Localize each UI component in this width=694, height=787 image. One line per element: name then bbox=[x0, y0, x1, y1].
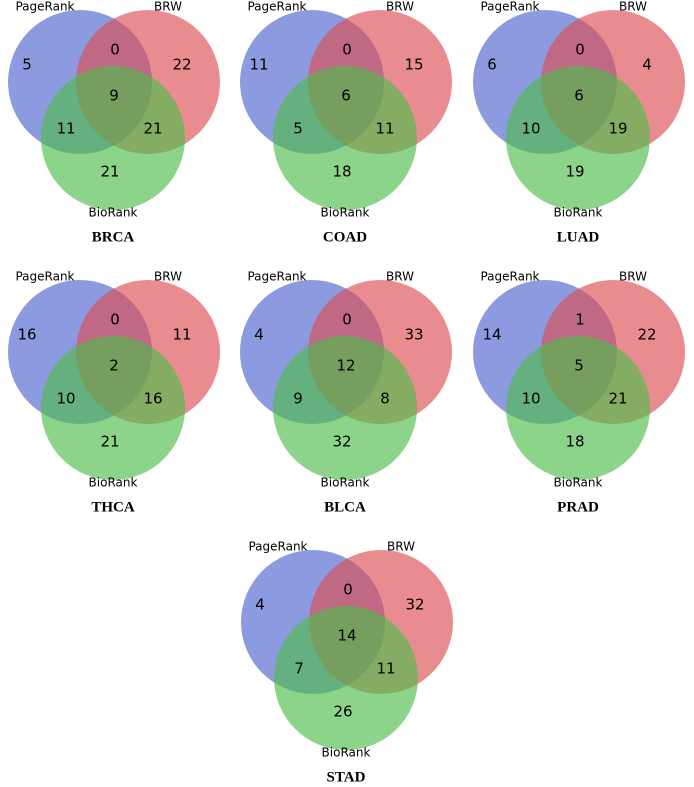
region-count: 0 bbox=[110, 41, 120, 59]
region-count: 6 bbox=[341, 87, 351, 105]
region-count: 26 bbox=[333, 703, 352, 721]
set-label: PageRank bbox=[15, 0, 74, 14]
region-count: 4 bbox=[255, 596, 265, 614]
region-count: 0 bbox=[342, 311, 352, 329]
set-circle bbox=[274, 606, 418, 750]
region-count: 4 bbox=[254, 326, 264, 344]
region-count: 0 bbox=[575, 41, 585, 59]
set-circle bbox=[41, 336, 185, 480]
set-circle bbox=[41, 66, 185, 210]
set-label: BioRank bbox=[554, 476, 603, 490]
set-circle bbox=[506, 336, 650, 480]
region-count: 21 bbox=[608, 390, 627, 408]
panel-title: PRAD bbox=[557, 499, 599, 515]
panel-title: BRCA bbox=[92, 229, 135, 245]
region-count: 11 bbox=[375, 120, 394, 138]
region-count: 6 bbox=[574, 87, 584, 105]
set-label: PageRank bbox=[247, 270, 306, 284]
set-label: BRW bbox=[619, 0, 647, 14]
region-count: 5 bbox=[22, 56, 32, 74]
venn-panel: PageRank BRW BioRank 4 0 32 14 7 11 26 STAD bbox=[241, 540, 453, 785]
region-count: 1 bbox=[575, 311, 585, 329]
region-count: 14 bbox=[482, 326, 501, 344]
set-label: BioRank bbox=[321, 476, 370, 490]
region-count: 21 bbox=[100, 163, 119, 181]
region-count: 10 bbox=[56, 390, 75, 408]
set-label: PageRank bbox=[247, 0, 306, 14]
region-count: 21 bbox=[143, 120, 162, 138]
venn-panel: PageRank BRW BioRank 16 0 11 2 10 16 21 THCA bbox=[8, 270, 220, 515]
set-label: PageRank bbox=[480, 270, 539, 284]
region-count: 16 bbox=[17, 326, 36, 344]
venn-panel: PageRank BRW BioRank 11 0 15 6 5 11 18 COAD bbox=[240, 0, 452, 245]
region-count: 5 bbox=[293, 120, 303, 138]
region-count: 18 bbox=[565, 433, 584, 451]
region-count: 2 bbox=[109, 357, 119, 375]
region-count: 22 bbox=[172, 56, 191, 74]
set-label: BRW bbox=[387, 540, 415, 554]
region-count: 10 bbox=[521, 390, 540, 408]
set-label: BRW bbox=[386, 270, 414, 284]
region-count: 33 bbox=[404, 326, 423, 344]
set-circle bbox=[506, 66, 650, 210]
set-label: BRW bbox=[154, 270, 182, 284]
region-count: 32 bbox=[405, 596, 424, 614]
region-count: 7 bbox=[294, 660, 304, 678]
set-label: PageRank bbox=[480, 0, 539, 14]
venn-panel: PageRank BRW BioRank 6 0 4 6 10 19 19 LUAD bbox=[473, 0, 685, 245]
region-count: 11 bbox=[56, 120, 75, 138]
set-label: BRW bbox=[386, 0, 414, 14]
region-count: 10 bbox=[521, 120, 540, 138]
panel-title: THCA bbox=[91, 499, 135, 515]
set-label: BRW bbox=[619, 270, 647, 284]
region-count: 19 bbox=[565, 163, 584, 181]
region-count: 9 bbox=[293, 390, 303, 408]
region-count: 0 bbox=[342, 41, 352, 59]
region-count: 0 bbox=[110, 311, 120, 329]
set-circle bbox=[273, 336, 417, 480]
region-count: 18 bbox=[332, 163, 351, 181]
region-count: 5 bbox=[574, 357, 584, 375]
set-label: BioRank bbox=[322, 746, 371, 760]
panel-title: STAD bbox=[327, 769, 366, 785]
set-label: BioRank bbox=[554, 206, 603, 220]
panel-title: COAD bbox=[323, 229, 367, 245]
set-label: BioRank bbox=[321, 206, 370, 220]
region-count: 19 bbox=[608, 120, 627, 138]
region-count: 11 bbox=[172, 326, 191, 344]
set-label: BioRank bbox=[89, 476, 138, 490]
region-count: 21 bbox=[100, 433, 119, 451]
venn-panel: PageRank BRW BioRank 5 0 22 9 11 21 21 BRCA bbox=[8, 0, 220, 245]
panel-title: LUAD bbox=[557, 229, 600, 245]
region-count: 14 bbox=[337, 627, 356, 645]
region-count: 9 bbox=[109, 87, 119, 105]
set-label: BioRank bbox=[89, 206, 138, 220]
region-count: 32 bbox=[332, 433, 351, 451]
region-count: 11 bbox=[249, 56, 268, 74]
region-count: 22 bbox=[637, 326, 656, 344]
region-count: 6 bbox=[487, 56, 497, 74]
set-circle bbox=[273, 66, 417, 210]
region-count: 15 bbox=[404, 56, 423, 74]
set-label: PageRank bbox=[15, 270, 74, 284]
venn-panel: PageRank BRW BioRank 14 1 22 5 10 21 18 PRAD bbox=[473, 270, 685, 515]
set-label: PageRank bbox=[248, 540, 307, 554]
venn-panel: PageRank BRW BioRank 4 0 33 12 9 8 32 BLCA bbox=[240, 270, 452, 515]
region-count: 0 bbox=[343, 581, 353, 599]
region-count: 4 bbox=[642, 56, 652, 74]
region-count: 16 bbox=[143, 390, 162, 408]
region-count: 8 bbox=[380, 390, 390, 408]
region-count: 11 bbox=[376, 660, 395, 678]
panel-title: BLCA bbox=[324, 499, 366, 515]
region-count: 12 bbox=[336, 357, 355, 375]
set-label: BRW bbox=[154, 0, 182, 14]
